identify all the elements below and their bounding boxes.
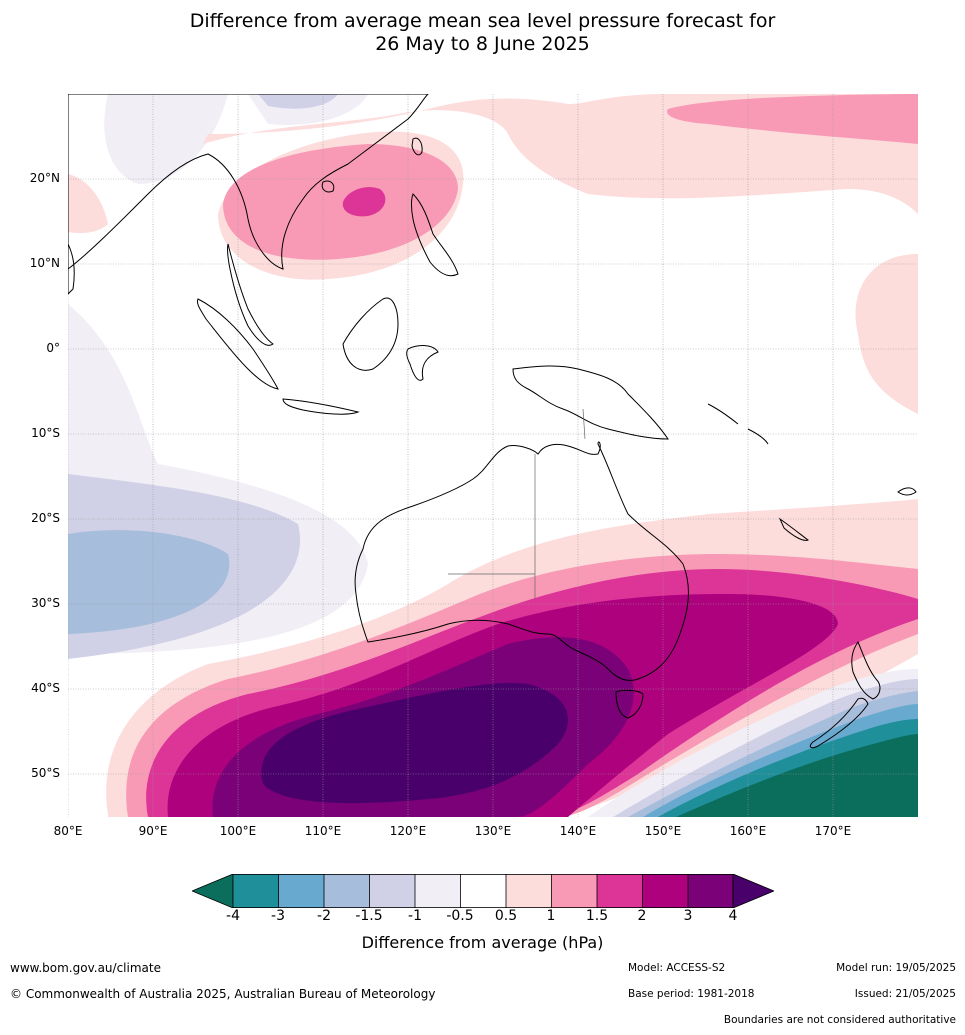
colorbar-tick: 1 xyxy=(546,908,556,924)
lat-label-20n: 20°N xyxy=(29,171,60,185)
fiji-coast xyxy=(897,487,917,496)
neg-05-nw xyxy=(104,94,228,184)
new-guinea-coast xyxy=(512,365,669,440)
colorbar-bin-5 xyxy=(415,874,461,908)
borders xyxy=(448,408,586,599)
nz-south-island-coast xyxy=(809,697,869,749)
sulawesi-coast xyxy=(406,345,439,381)
colorbar-dividers xyxy=(278,874,689,908)
title-line-2: 26 May to 8 June 2025 xyxy=(375,33,590,55)
lat-label-30s: 30°S xyxy=(31,596,60,610)
lon-label-170e: 170°E xyxy=(814,824,852,838)
colorbar-tick: 0.5 xyxy=(494,908,518,924)
website-link[interactable]: www.bom.gov.au/climate xyxy=(10,961,161,975)
colorbar-bin-10 xyxy=(642,874,688,908)
solomons-coast xyxy=(707,403,769,445)
lat-label-40s: 40°S xyxy=(31,681,60,695)
colorbar-tick: 4 xyxy=(728,908,738,924)
lat-label-20s: 20°S xyxy=(31,511,60,525)
colorbar-tick: -0.5 xyxy=(446,908,474,924)
colorbar-bin-8 xyxy=(551,874,597,908)
model-text: Model: ACCESS-S2 xyxy=(628,962,726,974)
lat-label-50s: 50°S xyxy=(31,766,60,780)
colorbar-low-arrow xyxy=(192,874,234,908)
colorbar-tick: -1 xyxy=(408,908,422,924)
mainland-asia-coast xyxy=(68,94,429,270)
malay-peninsula-coast xyxy=(227,243,274,346)
colorbar-bin-3 xyxy=(324,874,370,908)
java-coast xyxy=(282,398,360,415)
graticule xyxy=(68,94,918,817)
colorbar-tick: -3 xyxy=(271,908,285,924)
pos-1-sea xyxy=(223,144,458,260)
colorbar-bin-7 xyxy=(506,874,552,908)
disclaimer-text: Boundaries are not considered authoritat… xyxy=(723,1014,956,1026)
new-caledonia-coast xyxy=(778,517,810,541)
colorbar-tick: -1.5 xyxy=(355,908,383,924)
lon-label-80e: 80°E xyxy=(53,824,83,838)
lat-label-0: 0° xyxy=(46,341,60,355)
borneo-coast xyxy=(342,297,399,371)
colorbar-bin-4 xyxy=(369,874,415,908)
colorbar-tick: 3 xyxy=(683,908,693,924)
colorbar-outline xyxy=(232,874,734,908)
title-line-1: Difference from average mean sea level p… xyxy=(189,10,776,32)
lon-label-120e: 120°E xyxy=(389,824,427,838)
pos-1-ne xyxy=(667,94,918,144)
neg-4-se xyxy=(676,734,918,817)
pos-05-east xyxy=(855,254,918,414)
tasmania-coast xyxy=(615,689,644,719)
lon-label-130e: 130°E xyxy=(474,824,512,838)
colorbar-bin-9 xyxy=(597,874,643,908)
model-run-text: Model run: 19/05/2025 xyxy=(836,962,956,974)
lon-label-110e: 110°E xyxy=(304,824,342,838)
chart-title: Difference from average mean sea level p… xyxy=(0,10,965,56)
colorbar-tick: -4 xyxy=(226,908,240,924)
pos-15-sea xyxy=(342,187,386,217)
taiwan-coast xyxy=(411,137,423,156)
australia-coast xyxy=(354,441,689,681)
lon-label-150e: 150°E xyxy=(644,824,682,838)
lon-label-160e: 160°E xyxy=(729,824,767,838)
philippines-coast xyxy=(411,193,459,277)
lat-label-10n: 10°N xyxy=(29,256,60,270)
issued-text: Issued: 21/05/2025 xyxy=(854,988,956,1000)
colorbar-bin-11 xyxy=(688,874,733,908)
lon-label-140e: 140°E xyxy=(559,824,597,838)
india-coast xyxy=(68,243,75,295)
colorbar-tick: 2 xyxy=(637,908,647,924)
colorbar-bin-1 xyxy=(233,874,279,908)
base-period-text: Base period: 1981-2018 xyxy=(628,988,755,1000)
lat-label-10s: 10°S xyxy=(31,426,60,440)
nz-north-island-coast xyxy=(851,640,881,700)
colorbar-tick: 1.5 xyxy=(585,908,609,924)
colorbar-label: Difference from average (hPa) xyxy=(361,933,604,952)
colorbar-bin-6 xyxy=(460,874,506,908)
neg-1-north xyxy=(258,94,338,109)
coastlines xyxy=(68,94,917,749)
hainan-coast xyxy=(321,180,335,193)
lon-label-100e: 100°E xyxy=(219,824,257,838)
pos-4-south xyxy=(261,683,568,804)
pressure-anomaly-map xyxy=(68,94,918,817)
colorbar xyxy=(192,874,774,908)
sumatra-coast xyxy=(197,298,279,390)
lon-label-90e: 90°E xyxy=(138,824,168,838)
pos-05-west xyxy=(68,174,108,234)
colorbar-high-arrow xyxy=(732,874,774,908)
colorbar-tick: -2 xyxy=(317,908,331,924)
neg-15-west xyxy=(68,530,230,634)
colorbar-bin-2 xyxy=(278,874,324,908)
copyright-text: © Commonwealth of Australia 2025, Austra… xyxy=(10,987,436,1001)
